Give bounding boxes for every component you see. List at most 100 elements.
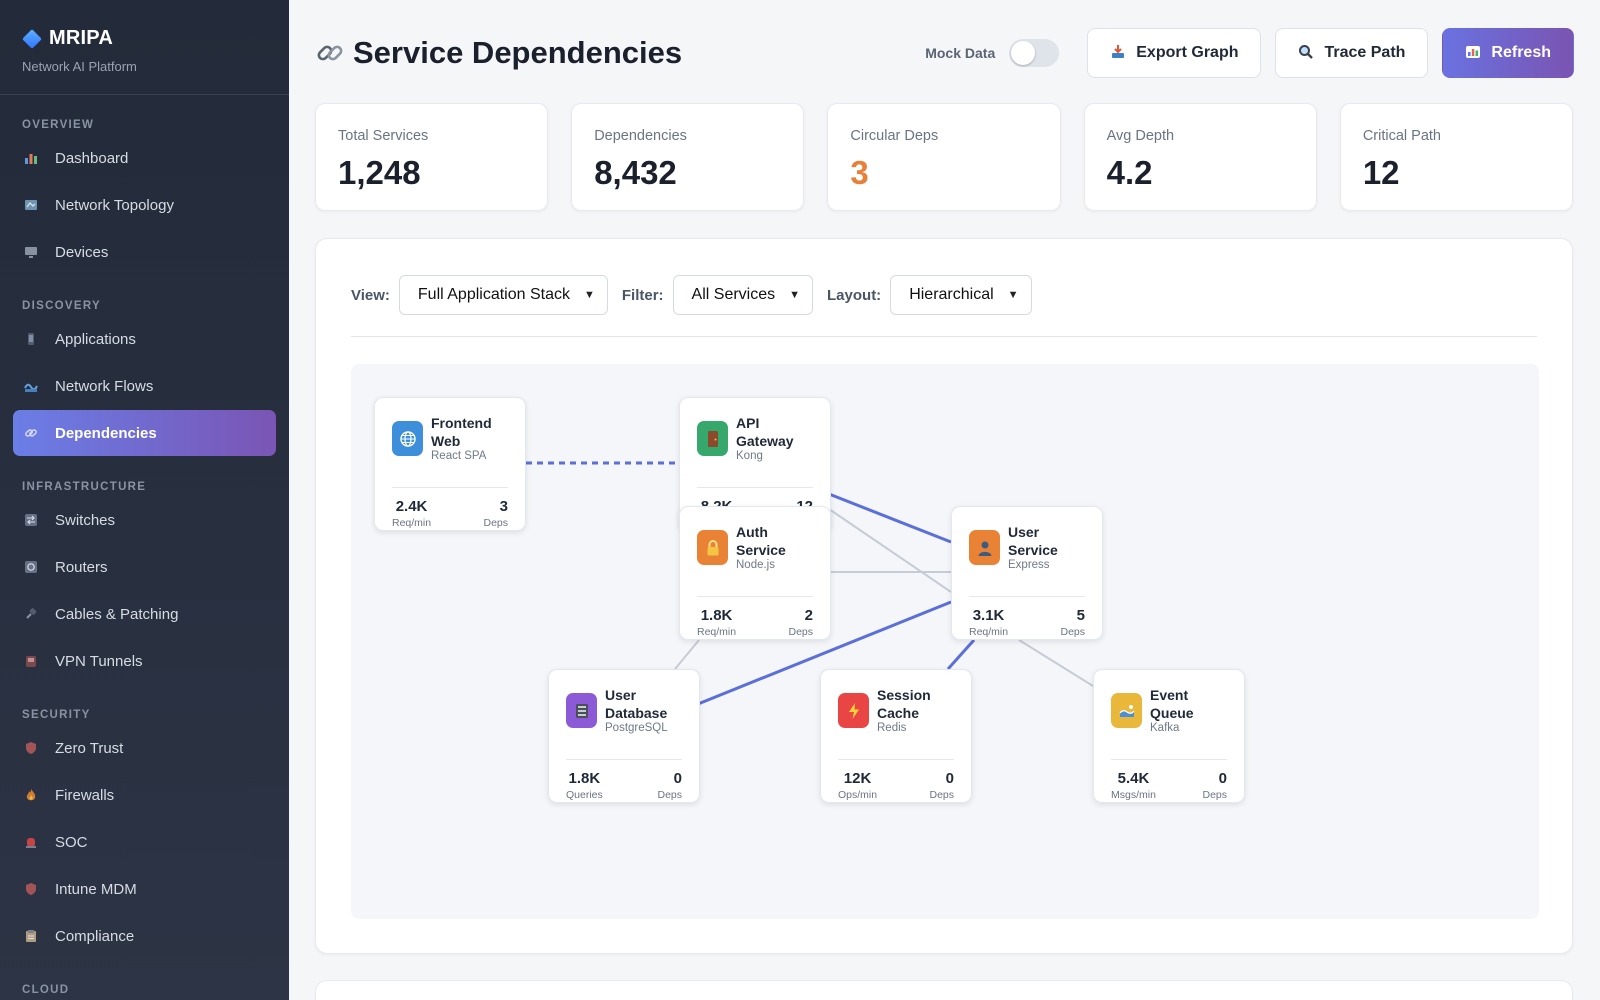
service-node-frontend[interactable]: Frontend Web React SPA 2.4K Req/min 3 Deps [374,397,526,531]
node-metric-deps: 2 Deps [788,607,813,638]
edge-user-to-userdb [697,600,952,706]
metric-value: 0 [1218,770,1227,787]
sidebar-item-firewalls[interactable]: Firewalls [13,772,276,818]
metric-label: Queries [566,789,603,801]
tunnel-icon [23,653,39,669]
sidebar-item-label: Switches [55,511,116,529]
sidebar-item-compliance[interactable]: Compliance [13,913,276,959]
stats-row: Total Services 1,248 Dependencies 8,432 … [315,103,1574,211]
sidebar-item-routers[interactable]: Routers [13,544,276,590]
edge-gateway-to-user [828,492,952,544]
bar-chart-icon [23,150,39,166]
sidebar-item-intune-mdm[interactable]: Intune MDM [13,866,276,912]
divider [838,759,954,760]
map-icon [23,197,39,213]
chevron-down-icon: ▼ [789,289,801,301]
page-title: Service Dependencies [353,35,683,70]
stat-card-circular-deps: Circular Deps 3 [827,103,1061,211]
export-icon [1110,44,1126,63]
sidebar-item-switches[interactable]: Switches [13,497,276,543]
metric-value: 1.8K [700,607,733,624]
edge-user-to-queue [1018,639,1094,687]
sidebar-item-network-flows[interactable]: Network Flows [13,363,276,409]
stat-label: Dependencies [594,128,687,144]
view-select[interactable]: Full Application Stack ▼ [398,275,608,315]
layout-select[interactable]: Hierarchical ▼ [890,275,1032,315]
divider [969,596,1085,597]
node-tech: React SPA [431,450,487,462]
sidebar-item-dependencies[interactable]: Dependencies [13,410,276,456]
sidebar-item-vpn-tunnels[interactable]: VPN Tunnels [13,638,276,684]
door-icon [697,421,728,456]
brand: MRIPA Network AI Platform [0,0,289,95]
sidebar-item-label: Firewalls [55,786,115,804]
service-node-user[interactable]: User Service Express 3.1K Req/min 5 Deps [951,506,1103,640]
node-metric-throughput: 2.4K Req/min [392,498,431,529]
sidebar-item-soc[interactable]: SOC [13,819,276,865]
stat-card-dependencies: Dependencies 8,432 [571,103,805,211]
stat-label: Critical Path [1362,128,1441,144]
node-name: Auth Service [736,524,786,558]
brand-subtitle: Network AI Platform [22,59,137,74]
sidebar-item-label: Dependencies [55,424,157,442]
edge-gateway-to-user [828,508,952,593]
divider [392,487,508,488]
divider [1111,759,1227,760]
node-tech: Kong [736,450,763,462]
section-label-infrastructure: INFRASTRUCTURE [22,481,147,493]
main-content: Service Dependencies Mock Data Export Gr… [289,0,1600,1000]
service-node-userdb[interactable]: User Database PostgreSQL 1.8K Queries 0 Deps [548,669,700,803]
trace-path-button[interactable]: Trace Path [1275,28,1429,78]
shield-icon [23,881,39,897]
service-node-queue[interactable]: Event Queue Kafka 5.4K Msgs/min 0 Deps [1093,669,1245,803]
sidebar-item-cables-patching[interactable]: Cables & Patching [13,591,276,637]
sidebar-item-label: Intune MDM [55,880,137,898]
database-icon [566,693,597,728]
diamond-logo-icon [22,28,42,49]
sidebar-item-label: Zero Trust [55,739,124,757]
service-node-cache[interactable]: Session Cache Redis 12K Ops/min 0 Deps [820,669,972,803]
sidebar-item-zero-trust[interactable]: Zero Trust [13,725,276,771]
sidebar-item-label: VPN Tunnels [55,652,143,670]
filter-select-value: All Services [691,286,776,303]
refresh-button[interactable]: Refresh [1442,28,1574,78]
divider [697,487,813,488]
divider [697,596,813,597]
search-icon [1298,44,1314,63]
metric-label: Deps [1202,789,1227,801]
sidebar-item-label: Dashboard [55,149,129,167]
sidebar-item-applications[interactable]: Applications [13,316,276,362]
sidebar-item-label: Cables & Patching [55,605,179,623]
metric-value: 0 [945,770,954,787]
secondary-panel [315,980,1573,1000]
sidebar-item-dashboard[interactable]: Dashboard [13,135,276,181]
metric-label: Deps [1060,626,1085,638]
node-metric-throughput: 12K Ops/min [838,770,877,801]
sidebar-item-devices[interactable]: Devices [13,229,276,275]
graph-canvas[interactable]: Frontend Web React SPA 2.4K Req/min 3 Deps API G… [351,364,1539,919]
lock-icon [697,530,728,565]
fire-icon [23,787,39,803]
stat-card-avg-depth: Avg Depth 4.2 [1083,103,1317,211]
bolt-icon [838,693,869,728]
node-tech: Node.js [736,559,775,571]
sidebar: MRIPA Network AI Platform OVERVIEW Dashb… [0,0,289,1000]
chevron-down-icon: ▼ [583,289,595,301]
view-select-value: Full Application Stack [417,286,570,303]
sidebar-item-network-topology[interactable]: Network Topology [13,182,276,228]
node-metric-deps: 3 Deps [483,498,508,529]
user-icon [969,530,1000,565]
edge-user-to-cache [946,638,976,671]
export-graph-button[interactable]: Export Graph [1087,28,1262,78]
service-node-auth[interactable]: Auth Service Node.js 1.8K Req/min 2 Deps [679,506,831,640]
metric-value: 12K [843,770,872,787]
stat-label: Total Services [338,128,429,144]
sidebar-item-label: Network Flows [55,377,154,395]
mock-data-toggle[interactable] [1009,39,1060,67]
stat-card-total-services: Total Services 1,248 [315,103,549,211]
sidebar-item-label: Devices [55,243,109,261]
stat-label: Avg Depth [1106,128,1175,144]
stat-value: 1,248 [338,154,421,191]
filter-select[interactable]: All Services ▼ [672,275,814,315]
bar-chart-icon [1465,44,1481,63]
